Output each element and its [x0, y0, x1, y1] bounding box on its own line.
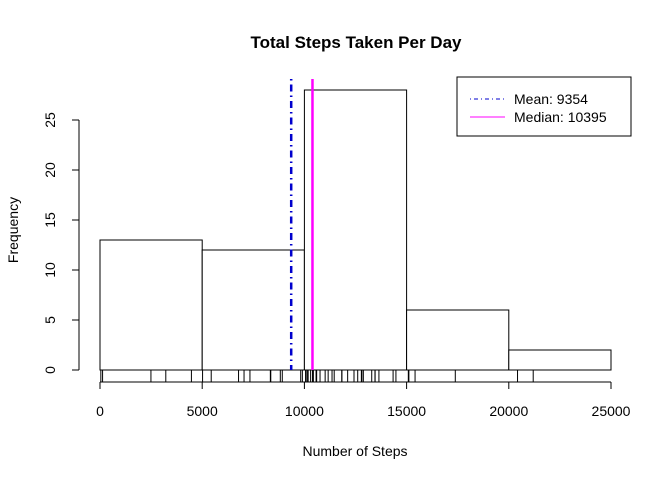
- histogram-bar-2: [303, 89, 408, 371]
- legend-label-mean: Mean: 9354: [514, 91, 588, 107]
- y-tick-label-5: 5: [42, 316, 58, 324]
- x-tick-label-10000: 10000: [285, 403, 324, 419]
- y-axis: 0 5 10 15 20 25: [42, 112, 80, 374]
- reference-lines-group: [289, 79, 314, 370]
- y-tick-label-0: 0: [42, 366, 58, 374]
- x-axis: 0 5000 10000 15000 20000 25000: [96, 381, 631, 419]
- x-tick-label-0: 0: [96, 403, 104, 419]
- rug-group: [100, 370, 534, 382]
- y-tick-label-25: 25: [42, 112, 58, 128]
- x-tick-label-15000: 15000: [387, 403, 426, 419]
- x-axis-label: Number of Steps: [302, 443, 407, 459]
- histogram-bar-3: [406, 309, 510, 371]
- bars-group: [99, 89, 612, 371]
- x-tick-label-20000: 20000: [489, 403, 528, 419]
- histogram-bar-4: [508, 349, 612, 371]
- y-tick-label-15: 15: [42, 212, 58, 228]
- y-tick-label-10: 10: [42, 262, 58, 278]
- histogram-bar-0: [99, 239, 203, 371]
- legend: Mean: 9354 Median: 10395: [456, 76, 632, 137]
- y-tick-label-20: 20: [42, 162, 58, 178]
- chart-title: Total Steps Taken Per Day: [251, 33, 463, 52]
- x-tick-label-5000: 5000: [187, 403, 218, 419]
- x-tick-label-25000: 25000: [592, 403, 631, 419]
- legend-box: [456, 76, 632, 137]
- y-axis-label: Frequency: [5, 197, 21, 263]
- legend-label-median: Median: 10395: [514, 109, 607, 125]
- histogram-bar-1: [201, 249, 305, 371]
